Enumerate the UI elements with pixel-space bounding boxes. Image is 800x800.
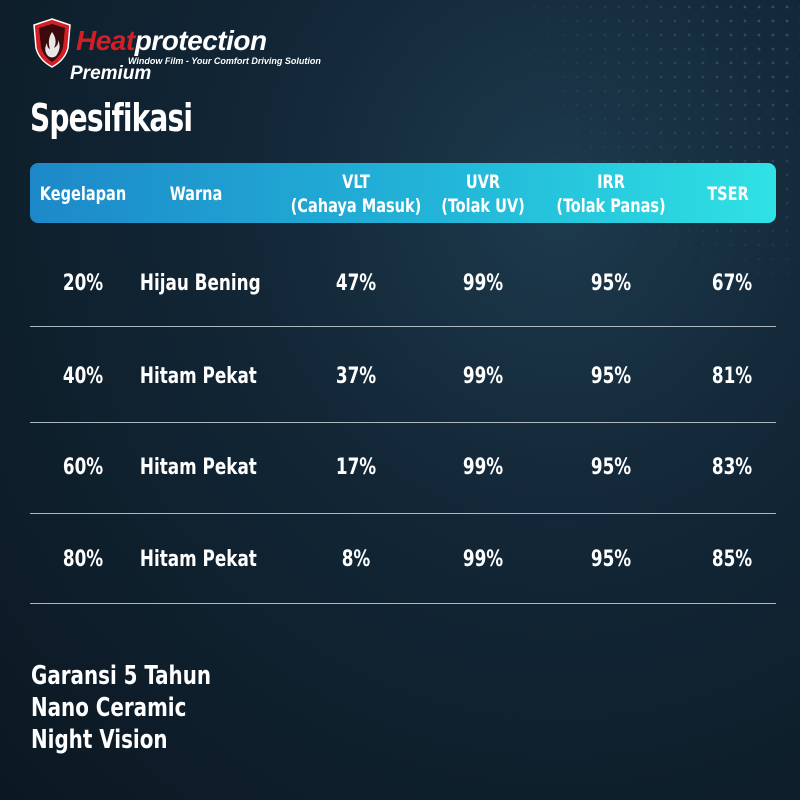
table-cell-kegelapan: 40% [62,364,104,389]
table-cell-warna: Hijau Bening [139,271,261,296]
header-label: VLT [342,171,370,193]
decorative-dot-pattern [500,0,800,320]
header-label: Kegelapan [39,183,127,205]
table-cell-vlt: 37% [335,364,377,389]
table-cell-kegelapan: 20% [62,271,104,296]
table-cell-irr: 95% [590,547,632,572]
table-cell-tser: 85% [711,547,753,572]
table-cell-irr: 95% [590,455,632,480]
table-cell-kegelapan: 60% [62,455,104,480]
table-cell-warna: Hitam Pekat [139,455,257,480]
table-cell-vlt: 17% [335,455,377,480]
table-cell-tser: 67% [711,271,753,296]
brand-name-part1: Heat [76,25,135,56]
row-divider [30,513,776,514]
header-sublabel: (Cahaya Masuk) [290,195,422,217]
table-cell-uvr: 99% [462,271,504,296]
table-header-irr: IRR (Tolak Panas) [551,170,672,218]
header-label: UVR [465,171,501,193]
brand-name: Heatprotection [76,26,267,56]
table-cell-warna: Hitam Pekat [139,364,257,389]
brand-edition: Premium [70,63,152,84]
table-header-uvr: UVR (Tolak UV) [436,170,530,218]
table-header-kegelapan: Kegelapan [38,182,128,206]
table-header-warna: Warna [148,182,243,206]
brand-logo: Heatprotection Window Film - Your Comfor… [32,18,321,88]
table-header-tser: TSER [696,182,761,206]
header-label: TSER [707,183,749,205]
table-cell-irr: 95% [590,271,632,296]
table-cell-kegelapan: 80% [62,547,104,572]
row-divider [30,326,776,327]
header-label: Warna [169,183,223,205]
table-cell-uvr: 99% [462,364,504,389]
table-header-vlt: VLT (Cahaya Masuk) [283,170,429,218]
feature-item: Nano Ceramic [31,693,187,723]
header-label: IRR [597,171,625,193]
table-cell-irr: 95% [590,364,632,389]
table-cell-warna: Hitam Pekat [139,547,257,572]
table-cell-uvr: 99% [462,547,504,572]
page-title: Spesifikasi [30,96,193,140]
header-sublabel: (Tolak Panas) [556,195,666,217]
header-sublabel: (Tolak UV) [441,195,525,217]
row-divider [30,422,776,423]
row-divider [30,603,776,604]
feature-item: Garansi 5 Tahun [31,661,212,691]
table-cell-tser: 83% [711,455,753,480]
shield-logo-icon [33,18,71,68]
table-header-bar [30,163,776,223]
table-cell-uvr: 99% [462,455,504,480]
table-cell-vlt: 8% [341,547,371,572]
table-cell-tser: 81% [711,364,753,389]
feature-item: Night Vision [31,725,168,755]
feature-list: Garansi 5 Tahun Nano Ceramic Night Visio… [31,660,211,756]
brand-name-part2: protection [134,25,267,56]
brand-tagline: Window Film - Your Comfort Driving Solut… [128,56,321,66]
table-cell-vlt: 47% [335,271,377,296]
